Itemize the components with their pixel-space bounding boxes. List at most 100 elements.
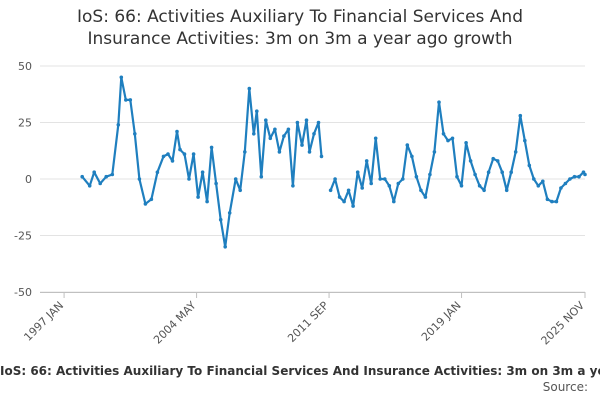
data-point: [227, 211, 232, 215]
data-point: [369, 181, 374, 186]
source-label: Source:: [542, 380, 588, 394]
data-point: [346, 188, 351, 193]
data-point: [116, 123, 121, 127]
data-point: [523, 138, 527, 143]
data-point: [482, 188, 486, 193]
chart-title-line-1: IoS: 66: Activities Auxiliary To Financi…: [77, 7, 523, 27]
data-point: [373, 136, 378, 141]
data-point: [205, 199, 209, 204]
data-point: [383, 177, 387, 181]
chart-title: IoS: 66: Activities Auxiliary To Financi…: [0, 6, 600, 50]
data-point: [513, 150, 518, 154]
data-point: [110, 172, 115, 177]
data-point: [396, 181, 401, 186]
data-point: [423, 195, 428, 199]
x-tick-label: 2011 SEP: [285, 299, 331, 345]
series-line: [329, 101, 586, 208]
data-point: [187, 177, 191, 181]
data-point: [554, 199, 559, 204]
data-point: [401, 177, 405, 181]
data-point: [87, 184, 92, 188]
y-tick-label: 50: [18, 60, 32, 73]
data-point: [446, 138, 450, 143]
data-point: [550, 199, 554, 204]
data-point: [441, 132, 446, 136]
data-point: [532, 177, 536, 181]
data-point: [437, 100, 441, 104]
data-point: [319, 154, 324, 159]
data-point: [405, 143, 410, 147]
data-point: [577, 174, 581, 179]
series-line: [81, 76, 323, 248]
legend: IoS: 66: Activities Auxiliary To Financi…: [0, 364, 600, 382]
y-tick-label: -25: [14, 230, 32, 243]
data-point: [364, 159, 369, 163]
chart-title-line-2: Insurance Activities: 3m on 3m a year ag…: [87, 29, 513, 49]
data-point: [410, 154, 414, 159]
data-point: [247, 86, 252, 91]
data-point: [545, 197, 550, 202]
data-point: [209, 145, 214, 150]
data-point: [254, 109, 259, 113]
data-point: [450, 136, 455, 141]
data-point: [182, 152, 187, 156]
data-point: [223, 245, 227, 249]
data-point: [175, 129, 179, 134]
data-point: [243, 150, 247, 154]
data-point: [473, 172, 477, 177]
data-point: [304, 118, 309, 122]
data-point: [486, 170, 491, 174]
data-point: [282, 134, 286, 138]
y-tick-label: 0: [25, 173, 32, 186]
data-point: [378, 177, 383, 181]
data-point: [428, 172, 432, 177]
data-point: [124, 98, 128, 102]
data-point: [459, 184, 464, 188]
data-point: [342, 199, 346, 204]
data-point: [351, 204, 355, 208]
data-point: [133, 132, 137, 136]
data-point: [238, 188, 242, 193]
data-point: [98, 181, 102, 186]
data-point: [464, 141, 468, 145]
data-point: [583, 172, 587, 177]
data-point: [572, 174, 577, 179]
data-point: [518, 113, 523, 118]
data-point: [119, 75, 124, 80]
data-point: [104, 174, 108, 179]
data-point: [259, 174, 264, 179]
data-point: [252, 132, 256, 136]
data-point: [155, 170, 160, 174]
data-point: [333, 177, 337, 181]
data-point: [541, 179, 545, 184]
data-point: [218, 217, 223, 222]
legend-label: IoS: 66: Activities Auxiliary To Financi…: [0, 364, 600, 378]
data-point: [414, 174, 419, 179]
data-point: [509, 170, 513, 174]
y-tick-label: 25: [18, 117, 32, 130]
data-point: [504, 188, 509, 193]
data-point: [316, 120, 321, 125]
data-point: [92, 170, 96, 174]
data-point: [143, 202, 148, 206]
data-point: [527, 163, 532, 168]
data-point: [233, 177, 238, 181]
data-point: [387, 184, 392, 188]
data-point: [559, 186, 563, 190]
data-point: [128, 98, 133, 102]
x-tick-label: 2019 JAN: [419, 299, 464, 344]
x-tick-label: 2025 NOV: [539, 299, 588, 348]
data-point: [563, 181, 568, 186]
data-point: [477, 184, 482, 188]
data-point: [312, 132, 316, 136]
data-point: [149, 197, 154, 202]
data-point: [468, 159, 473, 163]
data-point: [432, 150, 437, 154]
data-point: [191, 152, 196, 156]
data-point: [392, 199, 396, 204]
data-point: [536, 184, 541, 188]
x-tick-label: 2004 MAY: [151, 299, 199, 347]
y-tick-label: -50: [14, 286, 32, 299]
x-axis: 1997 JAN 2004 MAY 2011 SEP 2019 JAN 2025 NOV: [21, 292, 587, 348]
